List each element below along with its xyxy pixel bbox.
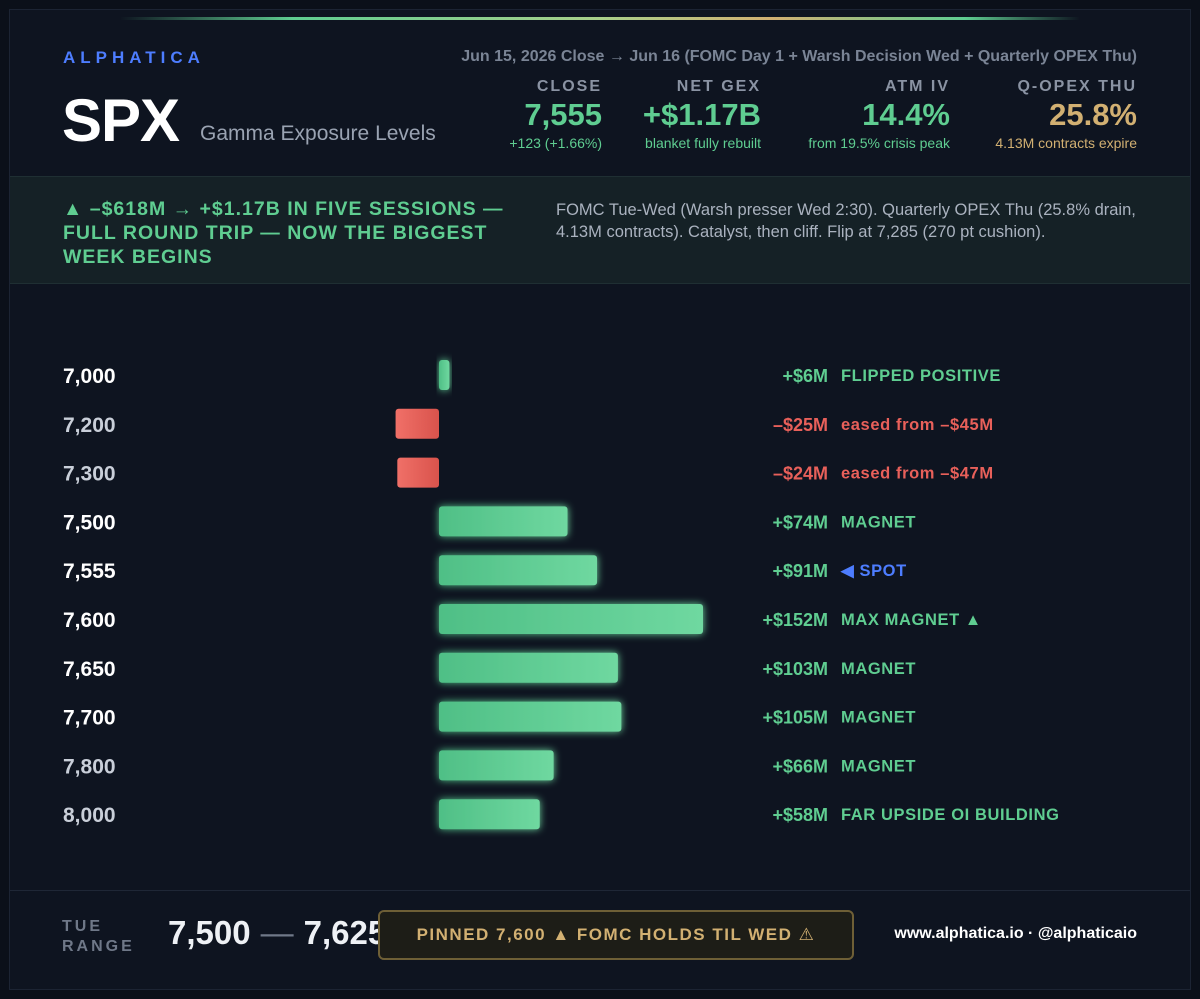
- strike-label: 7,555: [63, 560, 116, 583]
- metric-sub: from 19.5% crisis peak: [808, 135, 950, 151]
- headline-banner: [10, 176, 1190, 284]
- value-label: +$91M: [772, 561, 828, 581]
- metric-net-gex: NET GEX +$1.17B blanket fully rebuilt: [643, 78, 761, 151]
- gex-bar: [439, 555, 598, 586]
- strike-label: 8,000: [63, 804, 116, 827]
- metric-label: NET GEX: [676, 78, 761, 95]
- range-low: 7,500: [168, 914, 251, 951]
- metric-sub: +123 (+1.66%): [509, 135, 602, 151]
- strike-label: 7,500: [63, 511, 116, 534]
- chart-subtitle: Gamma Exposure Levels: [200, 122, 436, 145]
- metric-value: 25.8%: [1049, 97, 1137, 132]
- annotation-label: MAGNET: [841, 757, 916, 775]
- brand-logo: ALPHATICA: [63, 48, 205, 67]
- footer-link[interactable]: www.alphatica.io · @alphaticaio: [894, 925, 1137, 942]
- annotation-label: FAR UPSIDE OI BUILDING: [841, 806, 1060, 824]
- value-label: –$25M: [773, 415, 828, 435]
- strike-label: 7,200: [63, 414, 116, 437]
- metric-value: 14.4%: [862, 97, 950, 132]
- banner-headline: ▲ –$618M → +$1.17B IN FIVE SESSIONS — FU…: [63, 198, 504, 268]
- gex-bar: [439, 604, 703, 634]
- gex-bar: [439, 360, 450, 390]
- value-label: +$105M: [762, 708, 828, 728]
- accent-line: [120, 17, 1080, 20]
- strike-label: 7,000: [63, 365, 116, 388]
- range-label-line-2: RANGE: [62, 938, 135, 955]
- gex-bar: [439, 652, 618, 683]
- value-label: +$103M: [762, 659, 828, 679]
- strike-label: 7,650: [63, 658, 116, 681]
- annotation-label: eased from –$47M: [841, 465, 994, 483]
- gex-bar: [439, 506, 568, 537]
- metric-close: CLOSE 7,555 +123 (+1.66%): [509, 78, 602, 151]
- value-label: –$24M: [773, 464, 828, 484]
- metric-atm-iv: ATM IV 14.4% from 19.5% crisis peak: [808, 78, 950, 151]
- strike-label: 7,800: [63, 755, 116, 778]
- value-label: +$6M: [782, 366, 828, 386]
- metric-sub: blanket fully rebuilt: [645, 135, 761, 151]
- range-label: TUE RANGE: [62, 917, 135, 957]
- annotation-label: MAGNET: [841, 709, 916, 727]
- pinned-badge: PINNED 7,600 ▲ FOMC HOLDS TIL WED ⚠: [378, 910, 854, 960]
- gex-bar: [439, 799, 540, 830]
- ticker-title: SPX: [62, 87, 180, 154]
- metric-value: 7,555: [524, 97, 602, 132]
- card-frame: [9, 9, 1191, 990]
- metric-value: +$1.17B: [642, 97, 761, 132]
- footer-divider: [10, 890, 1190, 891]
- value-label: +$66M: [772, 756, 828, 776]
- date-line: Jun 15, 2026 Close → Jun 16 (FOMC Day 1 …: [461, 48, 1137, 65]
- metric-label: CLOSE: [536, 78, 602, 95]
- gex-bar: [397, 457, 439, 488]
- range-high: 7,625: [303, 914, 387, 951]
- banner-text: FOMC Tue-Wed (Warsh presser Wed 2:30). Q…: [556, 201, 1136, 241]
- metric-label: Q-OPEX THU: [1017, 78, 1137, 95]
- gex-bar: [439, 701, 622, 732]
- annotation-label: eased from –$45M: [841, 416, 994, 434]
- value-label: +$74M: [772, 512, 828, 532]
- strike-label: 7,300: [63, 463, 116, 486]
- metric-label: ATM IV: [884, 78, 950, 95]
- annotation-label: MAGNET: [841, 660, 916, 678]
- value-label: +$152M: [762, 610, 828, 630]
- value-label: +$58M: [772, 805, 828, 825]
- strike-label: 7,700: [63, 707, 116, 730]
- annotation-label: FLIPPED POSITIVE: [841, 367, 1001, 385]
- annotation-label: ◀ SPOT: [840, 562, 907, 580]
- range-dash: —: [260, 914, 294, 951]
- range-value: 7,500—7,625: [168, 914, 386, 952]
- gex-bar-chart: 7,000 +$6M FLIPPED POSITIVE 7,200 –$25M eased…: [63, 360, 1060, 830]
- metric-q-opex: Q-OPEX THU 25.8% 4.13M contracts expire: [995, 78, 1137, 151]
- strike-label: 7,600: [63, 609, 116, 632]
- annotation-label: MAGNET: [841, 513, 916, 531]
- metric-sub: 4.13M contracts expire: [995, 135, 1137, 151]
- annotation-label: MAX MAGNET ▲: [841, 611, 982, 629]
- gex-bar: [439, 750, 554, 781]
- range-label-line-1: TUE: [62, 918, 103, 935]
- gex-bar: [395, 408, 439, 439]
